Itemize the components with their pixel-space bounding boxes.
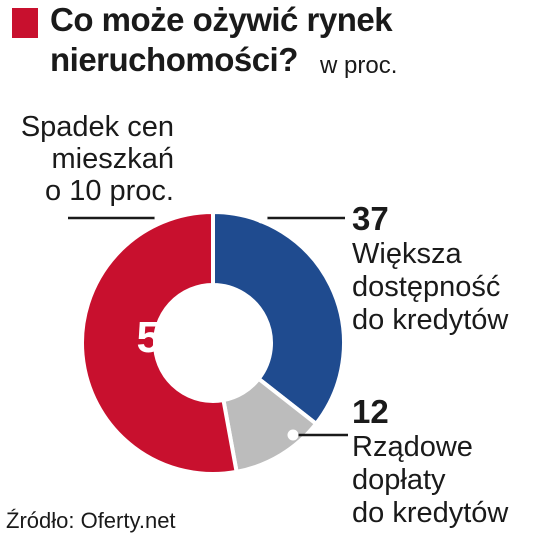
label-blue-line-3: do kredytów: [352, 304, 509, 336]
label-gray-line-3: do kredytów: [352, 497, 509, 529]
chart-title: Co może ożywić rynek nieruchomości?: [50, 0, 393, 80]
label-blue-line-2: dostępność: [352, 271, 500, 303]
leader-dot-blue: [256, 212, 268, 224]
unit-label: w proc.: [320, 52, 398, 79]
value-red: 55: [137, 313, 186, 362]
title-line-2: nieruchomości?: [50, 41, 298, 78]
label-red-line-2: mieszkań: [52, 143, 175, 175]
leader-dot-red: [154, 212, 166, 224]
leader-dot-gray: [287, 429, 299, 441]
slice-blue: [211, 209, 346, 427]
value-gray: 12: [352, 393, 389, 430]
title-line-1: Co może ożywić rynek: [50, 1, 393, 38]
label-gray-line-1: Rządowe: [352, 431, 473, 463]
label-red-line-1: Spadek cen: [21, 111, 174, 143]
label-red-line-3: o 10 proc.: [45, 175, 174, 207]
value-blue: 37: [352, 200, 389, 237]
label-blue-line-1: Większa: [352, 238, 462, 270]
label-gray-line-2: dopłaty: [352, 464, 446, 496]
source-note: Źródło: Oferty.net: [6, 508, 176, 533]
title-marker: [12, 8, 38, 38]
